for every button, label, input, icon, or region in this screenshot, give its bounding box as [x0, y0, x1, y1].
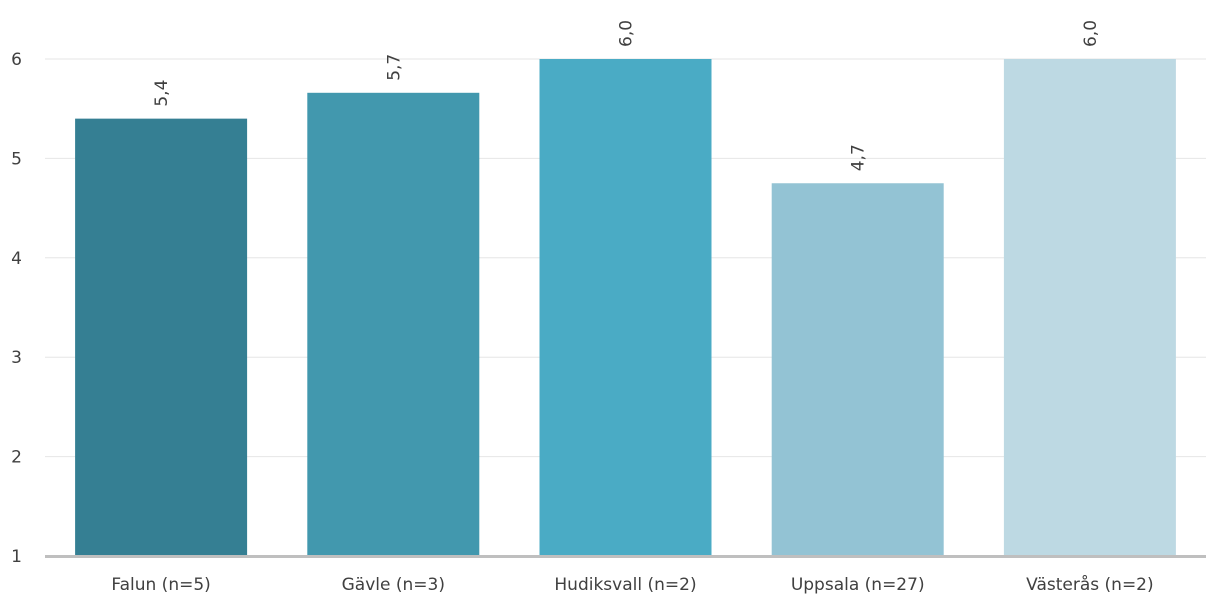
data-label-5: 6,0 [1081, 20, 1101, 47]
bar-5 [1003, 59, 1176, 556]
bars [75, 59, 1176, 557]
x-axis-categories: Falun (n=5) Gävle (n=3) Hudiksvall (n=2) Up… [111, 574, 1153, 595]
data-label-3: 6,0 [617, 20, 637, 47]
bar-4 [771, 183, 944, 556]
y-tick-label-6: 6 [11, 50, 22, 70]
data-label-2: 5,7 [384, 54, 404, 81]
data-labels: 5,4 5,7 6,0 4,7 6,0 [152, 20, 1101, 171]
y-tick-label-3: 3 [11, 348, 22, 368]
y-tick-label-4: 4 [11, 249, 22, 269]
data-label-1: 5,4 [152, 80, 172, 107]
y-axis-ticks: 1 2 3 4 5 6 [11, 50, 22, 567]
bar-1 [75, 118, 248, 556]
category-label-2: Gävle (n=3) [342, 575, 445, 595]
y-tick-label-2: 2 [11, 448, 22, 468]
category-label-4: Uppsala (n=27) [791, 575, 925, 595]
category-label-5: Västerås (n=2) [1026, 574, 1153, 595]
y-tick-label-5: 5 [11, 149, 22, 169]
bar-2 [307, 92, 480, 557]
bar-3 [539, 59, 712, 556]
y-tick-label-1: 1 [11, 547, 22, 567]
category-label-3: Hudiksvall (n=2) [554, 575, 696, 595]
data-label-4: 4,7 [849, 144, 869, 171]
category-label-1: Falun (n=5) [111, 575, 210, 595]
